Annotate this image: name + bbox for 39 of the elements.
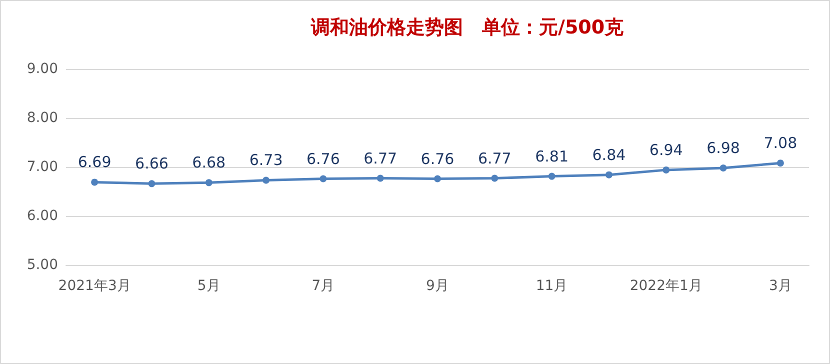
y-tick-label: 8.00 [26,110,58,126]
point [320,175,327,182]
data-label: 6.77 [364,149,398,168]
point [548,172,556,180]
point [434,175,441,182]
point [376,174,384,182]
data-label: 6.81 [535,147,569,166]
x-tick-label: 2022年1月 [630,278,702,294]
point [720,164,727,172]
point [205,179,212,186]
data-label: 6.66 [135,154,168,173]
data-label: 6.76 [306,150,340,168]
data-label: 6.76 [420,150,454,168]
point [662,166,670,174]
data-label: 6.73 [249,151,283,170]
point [91,178,98,186]
x-tick-label: 5月 [197,278,220,294]
y-tick-label: 6.00 [26,208,58,224]
x-tick-label: 3月 [768,278,792,294]
data-label: 6.77 [478,149,512,168]
point [262,176,270,184]
data-label: 6.84 [592,146,626,164]
x-tick-label: 2021年3月 [58,278,131,294]
data-label: 7.08 [764,134,798,152]
data-label: 6.68 [192,154,226,172]
point [491,174,498,182]
y-tick-label: 7.00 [26,159,58,175]
x-tick-label: 9月 [426,278,449,294]
data-label: 6.94 [649,140,683,159]
y-tick-label: 5.00 [26,257,58,273]
data-label: 6.98 [706,138,740,157]
data-label: 6.69 [78,153,112,172]
point [148,180,156,188]
chart-title: 调和油价格走势图 单位：元/500克 [310,16,624,38]
point [605,171,612,178]
x-tick-label: 11月 [536,278,568,294]
x-tick-label: 7月 [312,278,335,294]
point [776,160,784,167]
y-tick-label: 9.00 [26,61,58,77]
